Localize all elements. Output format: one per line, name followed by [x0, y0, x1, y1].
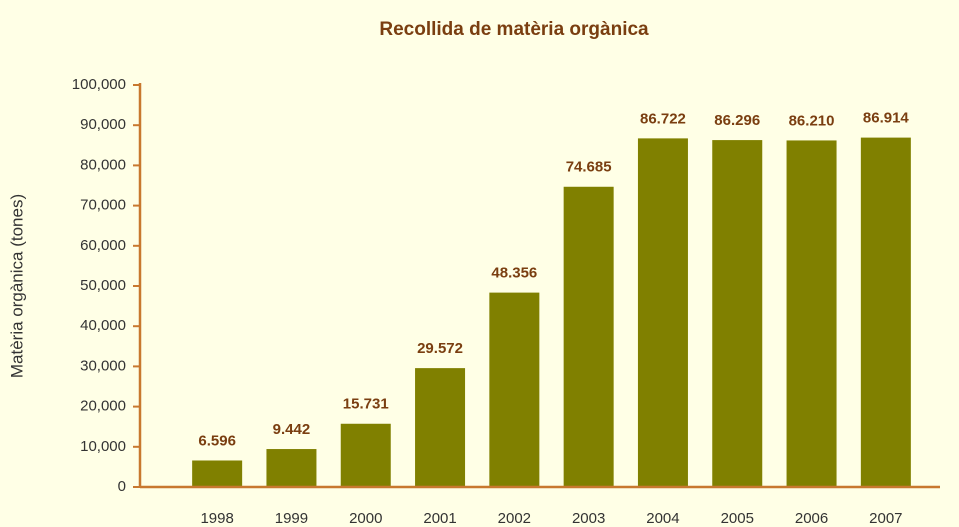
bar — [192, 460, 243, 487]
y-tick-label: 40,000 — [80, 317, 126, 334]
x-tick-label: 2000 — [349, 510, 382, 527]
bar — [563, 186, 614, 487]
x-tick-label: 2003 — [572, 510, 605, 527]
data-label: 15.731 — [343, 396, 389, 413]
bar — [637, 138, 688, 487]
bar — [786, 140, 837, 488]
data-label: 86.914 — [863, 110, 910, 127]
bar — [860, 137, 911, 487]
x-tick-label: 2007 — [869, 510, 902, 527]
y-tick-label: 20,000 — [80, 398, 126, 415]
y-tick-label: 50,000 — [80, 277, 126, 294]
data-label: 86.296 — [714, 112, 760, 129]
bar — [266, 449, 317, 487]
bar — [712, 140, 763, 487]
y-tick-label: 100,000 — [72, 76, 126, 93]
bar — [489, 292, 540, 487]
data-label: 9.442 — [273, 421, 311, 438]
bar — [415, 368, 466, 487]
data-label: 74.685 — [566, 159, 612, 176]
y-tick-label: 60,000 — [80, 237, 126, 254]
x-tick-label: 1999 — [275, 510, 308, 527]
y-tick-label: 70,000 — [80, 197, 126, 214]
y-tick-label: 0 — [118, 478, 126, 495]
y-tick-label: 90,000 — [80, 116, 126, 133]
data-label: 6.596 — [198, 432, 236, 449]
data-label: 86.210 — [789, 112, 835, 129]
data-label: 86.722 — [640, 110, 686, 127]
x-tick-label: 2002 — [498, 510, 531, 527]
y-tick-label: 30,000 — [80, 357, 126, 374]
x-tick-label: 2006 — [795, 510, 828, 527]
x-tick-label: 2005 — [721, 510, 754, 527]
y-tick-label: 80,000 — [80, 156, 126, 173]
x-tick-label: 2004 — [646, 510, 679, 527]
data-label: 48.356 — [491, 265, 537, 282]
bar — [340, 423, 391, 487]
x-tick-label: 2001 — [423, 510, 456, 527]
x-tick-label: 1998 — [200, 510, 233, 527]
data-label: 29.572 — [417, 340, 463, 357]
chart-title: Recollida de matèria orgànica — [379, 19, 649, 40]
y-axis-label: Matèria orgànica (tones) — [7, 194, 26, 378]
y-tick-label: 10,000 — [80, 438, 126, 455]
